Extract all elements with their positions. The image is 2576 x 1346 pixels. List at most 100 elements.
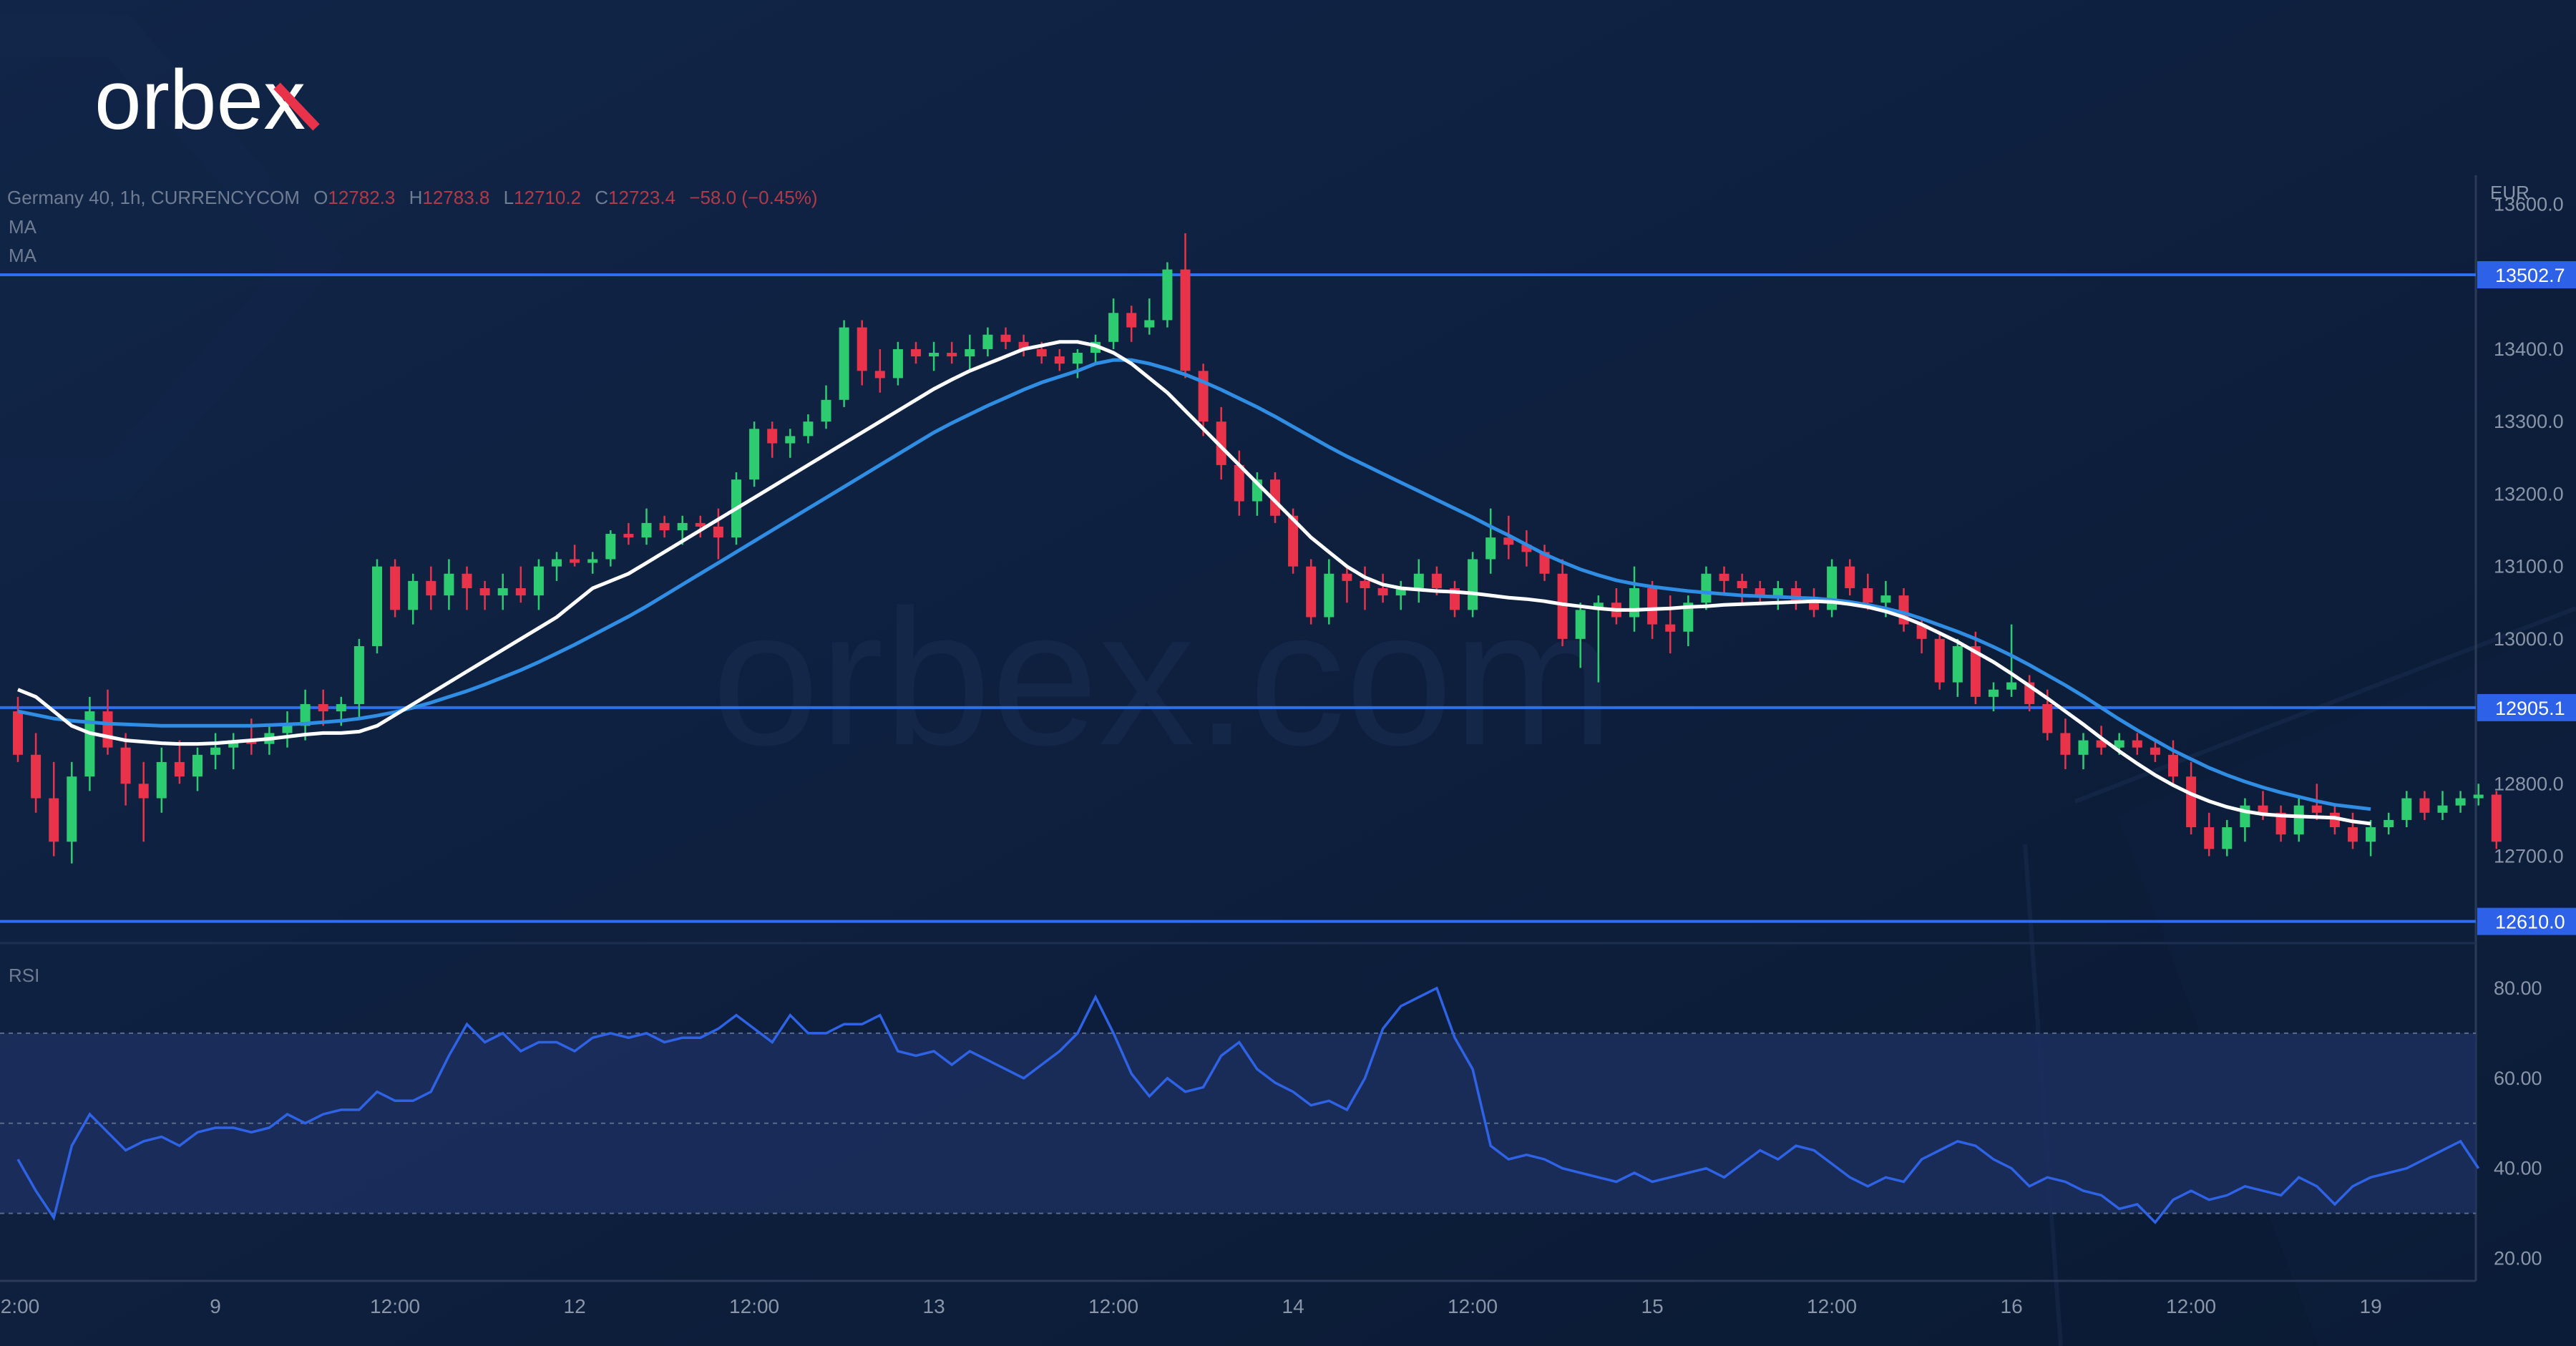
candle <box>552 552 562 581</box>
candle-body <box>336 703 346 712</box>
candle-body <box>1934 638 1945 683</box>
candle <box>515 566 526 603</box>
rsi-tick-label: 60.00 <box>2494 1068 2542 1089</box>
candle <box>1413 559 1424 603</box>
close-label: C <box>595 187 608 208</box>
ma1-label[interactable]: MA <box>9 216 37 238</box>
candle <box>570 545 580 567</box>
candle-body <box>2150 747 2160 755</box>
candle-body <box>1468 559 1478 610</box>
candle-body <box>2114 740 2124 748</box>
candle-body <box>1000 334 1011 342</box>
candle-body <box>300 703 311 726</box>
candle <box>659 515 670 538</box>
candle-body <box>2204 827 2215 849</box>
candle-body <box>228 740 239 748</box>
candlestick-series <box>13 233 2502 864</box>
high-label: H <box>409 187 423 208</box>
candle-body <box>911 348 921 357</box>
candle-body <box>479 587 490 596</box>
candle <box>138 761 149 842</box>
chart-legend[interactable]: Germany 40, 1h, CURRENCYCOM O12782.3 H12… <box>7 187 818 986</box>
candle <box>67 761 77 864</box>
candle <box>2006 624 2017 697</box>
candle-body <box>2366 827 2376 842</box>
candle <box>318 689 328 726</box>
candle <box>767 421 778 458</box>
candle-body <box>1485 537 1496 560</box>
candle <box>479 580 490 610</box>
candle-body <box>1360 580 1370 588</box>
price-tick-label: 13300.0 <box>2494 411 2564 432</box>
candle <box>803 414 814 444</box>
candle <box>1395 580 1406 610</box>
candle <box>982 327 993 357</box>
price-tick-label: 12700.0 <box>2494 846 2564 867</box>
candle <box>695 515 706 538</box>
candle <box>353 638 364 719</box>
candle-body <box>2168 754 2178 777</box>
candle <box>1539 545 1550 581</box>
candle-body <box>1593 603 1604 610</box>
candle-body <box>1324 573 1335 618</box>
candle <box>1737 573 1747 603</box>
candle-body <box>1234 464 1244 502</box>
candle-body <box>1180 269 1191 371</box>
candle <box>210 733 221 770</box>
candle-body <box>713 526 723 538</box>
candle-body <box>2006 682 2017 690</box>
candle-body <box>965 348 975 357</box>
candle-body <box>929 353 940 357</box>
candle <box>785 429 796 458</box>
candle-body <box>1054 356 1065 364</box>
candle <box>1324 559 1335 625</box>
candle <box>1683 595 1694 646</box>
candle-body <box>1072 353 1083 364</box>
candle <box>1719 566 1729 596</box>
candle-body <box>1377 587 1388 596</box>
candle <box>821 385 831 429</box>
ma2-label[interactable]: MA <box>9 245 37 266</box>
level-label-1: 12905.1 <box>2495 698 2565 719</box>
time-tick-label: 12 <box>564 1295 586 1317</box>
candle <box>1054 348 1065 371</box>
candle-body <box>982 334 993 349</box>
candle-body <box>587 559 598 563</box>
candle <box>2473 784 2484 806</box>
time-tick-label: 9 <box>210 1295 221 1317</box>
candle-body <box>84 711 95 777</box>
candle <box>874 348 885 393</box>
candle <box>1970 631 1981 704</box>
candle <box>1952 638 1963 697</box>
candle-body <box>426 580 436 596</box>
candle-body <box>210 747 221 755</box>
rsi-label[interactable]: RSI <box>9 965 39 986</box>
candle-body <box>67 776 77 842</box>
candle <box>2384 812 2394 835</box>
candle-body <box>318 703 328 712</box>
candle-body <box>821 399 831 422</box>
logo-text: orbex <box>94 53 306 147</box>
change-value: −58.0 (−0.45%) <box>689 187 817 208</box>
candle-body <box>1018 341 1029 349</box>
candle-body <box>444 573 454 596</box>
level-label-0: 13502.7 <box>2495 265 2565 286</box>
candle-body <box>749 429 760 480</box>
candle <box>2455 791 2466 813</box>
candle <box>857 320 867 386</box>
candle <box>605 530 616 567</box>
time-tick-label: 12:00 <box>729 1295 779 1317</box>
candle <box>929 341 940 371</box>
candle-body <box>2132 740 2142 748</box>
low-label: L <box>504 187 514 208</box>
ma-fast-line <box>17 340 2371 826</box>
candle <box>1521 530 1532 567</box>
candle <box>2168 740 2178 784</box>
price-tick-label: 13000.0 <box>2494 628 2564 650</box>
candle-body <box>1503 537 1514 545</box>
candle-body <box>1629 587 1639 618</box>
candle-body <box>623 534 634 538</box>
candle-body <box>1772 587 1783 596</box>
candle <box>1180 233 1191 379</box>
